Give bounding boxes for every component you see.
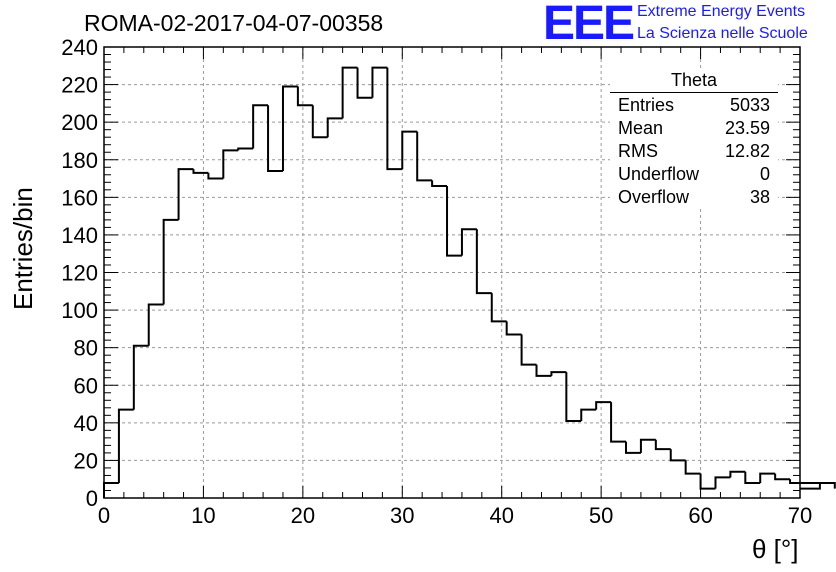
histogram-bin: [550, 371, 567, 376]
histogram-bin: [639, 438, 656, 453]
y-tick-label: 40: [74, 411, 98, 436]
histogram-bin: [177, 168, 194, 220]
histogram-bin: [475, 229, 492, 295]
histogram-bin: [341, 66, 358, 119]
y-axis-label: Entries/bin: [8, 187, 38, 310]
histogram-bin: [416, 131, 433, 182]
histogram-bin: [267, 105, 283, 173]
x-tick-label: 20: [291, 503, 315, 528]
stats-row-overflow: Overflow 38: [610, 186, 778, 209]
histogram-bin: [147, 303, 164, 346]
x-tick-label: 40: [489, 503, 513, 528]
x-tick-label: 30: [390, 503, 414, 528]
stats-value: 5033: [729, 95, 770, 115]
histogram-bin: [654, 439, 671, 451]
histogram-bin: [505, 321, 522, 336]
grid-lines: [104, 47, 800, 498]
stats-title: Theta: [610, 70, 778, 93]
histogram-bin: [490, 293, 507, 323]
stats-box: Theta Entries 5033 Mean 23.59 RMS 12.82 …: [610, 70, 778, 209]
histogram-bin: [535, 364, 552, 377]
histogram-bin: [371, 66, 388, 98]
stats-label: Overflow: [618, 187, 690, 207]
histogram-bin: [759, 472, 776, 483]
y-tick-label: 120: [61, 261, 98, 286]
histogram-bin: [684, 460, 701, 475]
histogram-bin: [714, 476, 731, 489]
stats-value: 23.59: [724, 118, 770, 138]
y-tick-label: 100: [61, 298, 98, 323]
histogram-bin: [237, 147, 254, 151]
y-tick-label: 180: [61, 148, 98, 173]
y-tick-label: 240: [61, 35, 98, 60]
x-tick-label: 60: [688, 503, 712, 528]
histogram-bin: [446, 186, 462, 257]
stats-label: Mean: [618, 118, 664, 138]
histogram-bin: [460, 228, 477, 256]
histogram-bin: [386, 67, 403, 171]
stats-row-mean: Mean 23.59: [610, 117, 778, 140]
histogram-bin: [401, 130, 418, 170]
histogram-bin: [207, 172, 224, 180]
histogram-bin: [565, 372, 582, 422]
stats-label: Entries: [618, 95, 675, 115]
histogram-bin: [699, 473, 716, 490]
histogram-bin: [431, 180, 448, 188]
histogram-bin: [132, 344, 149, 410]
stats-label: RMS: [618, 141, 658, 161]
y-tick-label: 80: [74, 336, 98, 361]
histogram-bin: [800, 481, 836, 489]
histogram-bin: [311, 105, 328, 139]
y-tick-label: 20: [74, 448, 98, 473]
tick-labels: 0 10 20 30 40 50 60 70 0 20 40 60 80 100 120 140 160 180 2…: [61, 35, 812, 528]
chart-title: ROMA-02-2017-04-07-00358: [84, 10, 384, 36]
histogram-bin: [625, 441, 641, 454]
stats-label: Underflow: [618, 164, 700, 184]
x-tick-label: 50: [589, 503, 613, 528]
histogram-bin: [520, 334, 537, 366]
histogram-bin: [296, 86, 313, 107]
x-tick-label: 0: [98, 503, 110, 528]
histogram-bin: [326, 117, 343, 138]
histogram-bars: [103, 66, 836, 498]
y-tick-label: 60: [74, 373, 98, 398]
histogram-bin: [580, 408, 597, 421]
axis-ticks: [103, 46, 801, 499]
stats-row-rms: RMS 12.82: [610, 140, 778, 163]
stats-row-entries: Entries 5033: [610, 94, 778, 117]
stats-value: 0: [759, 164, 770, 184]
stats-row-underflow: Underflow 0: [610, 163, 778, 186]
histogram-bin: [281, 85, 298, 172]
histogram-bin: [610, 402, 626, 443]
eee-logo: EEE: [543, 0, 635, 50]
histogram-bin: [117, 408, 134, 483]
x-tick-label: 10: [191, 503, 215, 528]
logo-line-2: La Scienza nelle Scuole: [637, 25, 808, 42]
x-tick-label: 70: [788, 503, 812, 528]
histogram-bin: [595, 401, 612, 410]
histogram-bin: [800, 482, 821, 490]
histogram-bin: [774, 473, 791, 481]
y-tick-label: 140: [61, 223, 98, 248]
histogram-bin: [744, 471, 761, 484]
histogram-bin: [356, 67, 373, 99]
stats-value: 12.82: [724, 141, 770, 161]
histogram-bin: [162, 218, 179, 305]
logo-line-1: Extreme Energy Events: [637, 3, 806, 20]
y-tick-label: 160: [61, 185, 98, 210]
histogram-bin: [669, 449, 686, 462]
y-tick-label: 200: [61, 110, 98, 135]
stats-value: 38: [749, 187, 770, 207]
histogram-bin: [252, 104, 269, 149]
y-tick-label: 0: [86, 486, 98, 511]
x-axis-label: θ [°]: [752, 534, 799, 564]
histogram-bin: [192, 169, 209, 174]
histogram-bin: [222, 149, 239, 179]
histogram-bin: [789, 479, 800, 484]
y-tick-label: 220: [61, 73, 98, 98]
histogram-bin: [729, 470, 746, 478]
